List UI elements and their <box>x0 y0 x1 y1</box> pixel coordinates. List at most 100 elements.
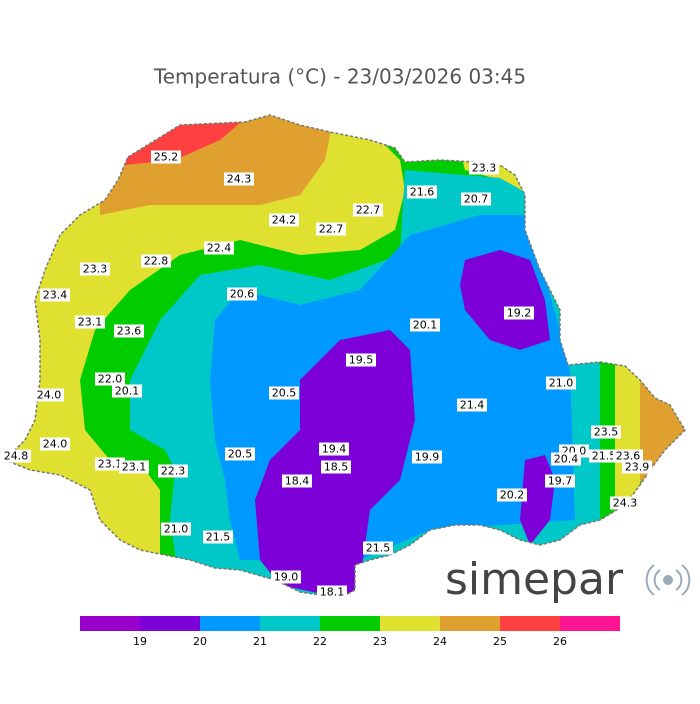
station-box <box>363 541 393 555</box>
station-label: 20.1 <box>413 319 438 332</box>
station-box <box>613 449 643 463</box>
station-label: 21.0 <box>164 523 189 536</box>
station-label: 22.3 <box>161 465 186 478</box>
colorbar-tick-label: 20 <box>193 635 207 648</box>
station-box <box>1 449 31 463</box>
colorbar-segment <box>560 616 620 631</box>
colorbar: 19 20 21 22 23 24 25 26 <box>80 616 620 648</box>
station-label: 24.8 <box>4 450 29 463</box>
station-label: 19.7 <box>548 475 573 488</box>
station-label: 23.6 <box>117 325 142 338</box>
station-label: 20.7 <box>464 193 489 206</box>
station-label: 23.3 <box>472 162 497 175</box>
station-box <box>316 222 346 236</box>
title: Temperatura (°C) - 23/03/2026 03:45 <box>153 65 526 89</box>
station-label: 23.6 <box>616 450 641 463</box>
station-label: 24.0 <box>37 389 62 402</box>
station-box <box>227 287 257 301</box>
station-label: 19.5 <box>349 354 374 367</box>
station-label: 18.4 <box>285 475 310 488</box>
station-box <box>271 570 301 584</box>
colorbar-tick-label: 21 <box>253 635 267 648</box>
colorbar-segment <box>140 616 200 631</box>
station-label: 21.4 <box>460 399 485 412</box>
station-label: 20.6 <box>230 288 255 301</box>
station-box <box>353 203 383 217</box>
station-box <box>112 384 142 398</box>
station-label: 23.5 <box>594 426 619 439</box>
station-box <box>457 398 487 412</box>
station-label: 19.4 <box>322 443 347 456</box>
station-box <box>151 150 181 164</box>
colorbar-segment <box>200 616 260 631</box>
colorbar-segment <box>260 616 320 631</box>
logo-icon <box>645 564 691 596</box>
station-label: 22.7 <box>356 204 381 217</box>
station-label: 21.5 <box>366 542 391 555</box>
station-label: 24.3 <box>613 497 638 510</box>
station-box <box>203 530 233 544</box>
station-label: 18.5 <box>324 461 349 474</box>
colorbar-tick-label: 24 <box>433 635 447 648</box>
station-box <box>545 474 575 488</box>
station-label: 24.3 <box>227 173 252 186</box>
station-label: 19.0 <box>274 571 299 584</box>
station-box <box>75 315 105 329</box>
station-box <box>317 585 347 599</box>
colorbar-tick-label: 23 <box>373 635 387 648</box>
station-box <box>412 450 442 464</box>
colorbar-tick-label: 22 <box>313 635 327 648</box>
station-box <box>95 457 125 471</box>
station-box <box>610 496 640 510</box>
colorbar-segment <box>380 616 440 631</box>
station-box <box>282 474 312 488</box>
station-box <box>551 452 581 466</box>
station-label: 20.1 <box>115 385 140 398</box>
station-label: 23.4 <box>43 289 68 302</box>
station-label: 22.4 <box>207 242 232 255</box>
station-box <box>269 386 299 400</box>
station-box <box>591 425 621 439</box>
station-box <box>319 442 349 456</box>
station-label: 23.1 <box>98 458 123 471</box>
station-label: 20.2 <box>500 489 525 502</box>
logo: simepar <box>445 554 624 605</box>
station-label: 18.1 <box>320 586 345 599</box>
colorbar-tick-label: 25 <box>493 635 507 648</box>
station-box <box>461 192 491 206</box>
station-label: 24.0 <box>43 438 68 451</box>
station-box <box>161 522 191 536</box>
colorbar-segment <box>440 616 500 631</box>
colorbar-tick-label: 26 <box>553 635 567 648</box>
colorbar-segment <box>320 616 380 631</box>
station-box <box>410 318 440 332</box>
station-label: 22.7 <box>319 223 344 236</box>
station-box <box>34 388 64 402</box>
station-label: 22.8 <box>144 255 169 268</box>
station-box <box>546 376 576 390</box>
station-label: 23.1 <box>78 316 103 329</box>
station-label: 22.0 <box>98 373 123 386</box>
station-label: 25.2 <box>154 151 179 164</box>
station-label: 21.5 <box>206 531 231 544</box>
colorbar-tick-label: 19 <box>133 635 147 648</box>
station-box <box>204 241 234 255</box>
station-label: 24.2 <box>272 214 297 227</box>
station-box <box>589 449 619 463</box>
station-box <box>40 437 70 451</box>
station-labels: 25.2 24.3 23.3 21.6 20.7 22.7 24.2 22.7 22.4 22.8… <box>1 150 652 599</box>
station-box <box>40 288 70 302</box>
colorbar-segment <box>80 616 140 631</box>
station-box <box>622 460 652 474</box>
station-box <box>224 172 254 186</box>
station-box <box>504 306 534 320</box>
station-box <box>80 262 110 276</box>
station-label: 20.5 <box>228 448 253 461</box>
station-label: 21.5 <box>592 450 617 463</box>
station-box <box>321 460 351 474</box>
station-box <box>158 464 188 478</box>
station-box <box>269 213 299 227</box>
colorbar-segment <box>500 616 560 631</box>
station-box <box>119 460 149 474</box>
